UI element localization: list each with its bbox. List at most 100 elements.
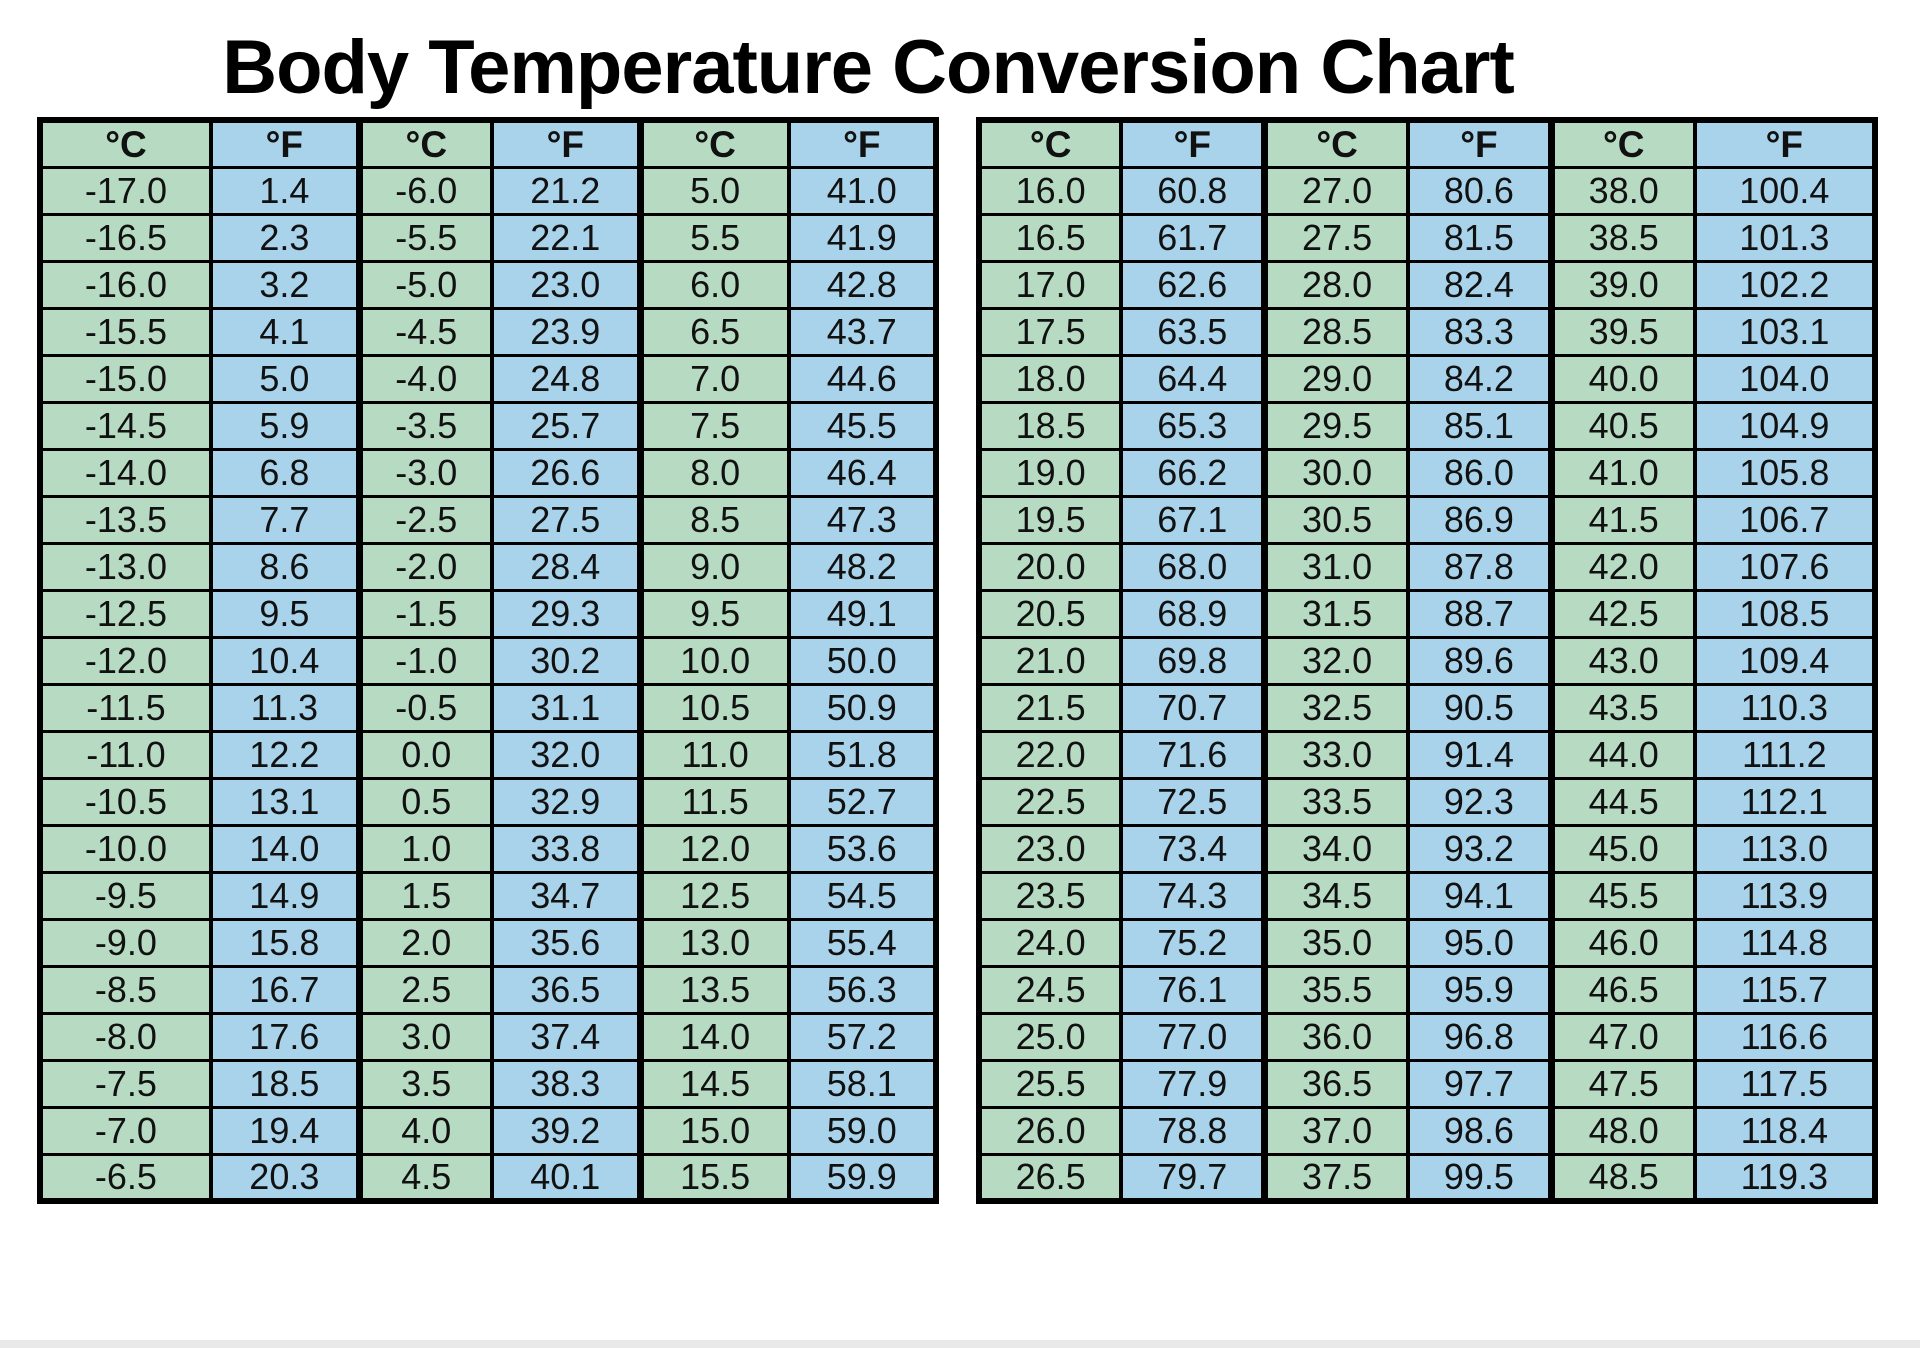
- celsius-value-cell: 36.5: [1261, 1058, 1411, 1109]
- fahrenheit-value-cell: 95.9: [1405, 964, 1554, 1015]
- celsius-value-cell: 19.5: [976, 494, 1124, 545]
- fahrenheit-value-cell: 32.9: [489, 776, 643, 827]
- celsius-value-cell: 30.5: [1261, 494, 1411, 545]
- fahrenheit-value-cell: 28.4: [489, 541, 643, 592]
- fahrenheit-value-cell: 61.7: [1119, 212, 1267, 263]
- fahrenheit-value-cell: 76.1: [1119, 964, 1267, 1015]
- fahrenheit-value-cell: 20.3: [208, 1152, 362, 1203]
- celsius-value-cell: -3.0: [355, 447, 494, 498]
- celsius-value-cell: 10.0: [636, 635, 791, 686]
- fahrenheit-value-cell: 60.8: [1119, 165, 1267, 216]
- fahrenheit-value-cell: 40.1: [489, 1152, 643, 1203]
- celsius-value-cell: 8.0: [636, 447, 791, 498]
- fahrenheit-value-cell: 16.7: [208, 964, 362, 1015]
- fahrenheit-value-cell: 112.1: [1692, 776, 1878, 827]
- table-row: 25.5 77.9 36.5 97.7 47.5 117.5: [976, 1058, 1878, 1109]
- fahrenheit-value-cell: 44.6: [786, 353, 939, 404]
- celsius-value-cell: -13.5: [38, 494, 213, 545]
- celsius-value-cell: 31.0: [1261, 541, 1411, 592]
- celsius-value-cell: 32.0: [1261, 635, 1411, 686]
- celsius-value-cell: 30.0: [1261, 447, 1411, 498]
- header-cell-fahrenheit: °F: [1119, 118, 1267, 169]
- fahrenheit-value-cell: 107.6: [1692, 541, 1878, 592]
- fahrenheit-value-cell: 50.9: [786, 682, 939, 733]
- fahrenheit-value-cell: 103.1: [1692, 306, 1878, 357]
- fahrenheit-value-cell: 18.5: [208, 1058, 362, 1109]
- table-row: -15.0 5.0 -4.0 24.8 7.0 44.6: [38, 353, 939, 404]
- fahrenheit-value-cell: 111.2: [1692, 729, 1878, 780]
- fahrenheit-value-cell: 62.6: [1119, 259, 1267, 310]
- celsius-value-cell: 13.0: [636, 917, 791, 968]
- celsius-value-cell: 37.5: [1261, 1152, 1411, 1203]
- fahrenheit-value-cell: 113.9: [1692, 870, 1878, 921]
- celsius-value-cell: 1.5: [355, 870, 494, 921]
- fahrenheit-value-cell: 88.7: [1405, 588, 1554, 639]
- celsius-value-cell: -14.5: [38, 400, 213, 451]
- celsius-value-cell: -11.5: [38, 682, 213, 733]
- table-row: 20.0 68.0 31.0 87.8 42.0 107.6: [976, 541, 1878, 592]
- celsius-value-cell: 4.5: [355, 1152, 494, 1203]
- table-row: -14.5 5.9 -3.5 25.7 7.5 45.5: [38, 400, 939, 451]
- celsius-value-cell: -4.5: [355, 306, 494, 357]
- fahrenheit-value-cell: 81.5: [1405, 212, 1554, 263]
- fahrenheit-value-cell: 70.7: [1119, 682, 1267, 733]
- celsius-value-cell: 48.5: [1547, 1152, 1697, 1203]
- celsius-value-cell: 22.5: [976, 776, 1124, 827]
- fahrenheit-value-cell: 68.0: [1119, 541, 1267, 592]
- fahrenheit-value-cell: 118.4: [1692, 1105, 1878, 1156]
- fahrenheit-value-cell: 10.4: [208, 635, 362, 686]
- fahrenheit-value-cell: 36.5: [489, 964, 643, 1015]
- table-row: 23.5 74.3 34.5 94.1 45.5 113.9: [976, 870, 1878, 921]
- header-cell-fahrenheit: °F: [1405, 118, 1554, 169]
- fahrenheit-value-cell: 117.5: [1692, 1058, 1878, 1109]
- fahrenheit-value-cell: 4.1: [208, 306, 362, 357]
- header-cell-celsius: °C: [1547, 118, 1697, 169]
- celsius-value-cell: 6.0: [636, 259, 791, 310]
- bottom-edge-strip: [0, 1340, 1920, 1348]
- fahrenheit-value-cell: 51.8: [786, 729, 939, 780]
- fahrenheit-value-cell: 99.5: [1405, 1152, 1554, 1203]
- fahrenheit-value-cell: 71.6: [1119, 729, 1267, 780]
- fahrenheit-value-cell: 46.4: [786, 447, 939, 498]
- table-row: -14.0 6.8 -3.0 26.6 8.0 46.4: [38, 447, 939, 498]
- celsius-value-cell: -5.5: [355, 212, 494, 263]
- table-row: -9.5 14.9 1.5 34.7 12.5 54.5: [38, 870, 939, 921]
- fahrenheit-value-cell: 77.9: [1119, 1058, 1267, 1109]
- celsius-value-cell: 28.5: [1261, 306, 1411, 357]
- fahrenheit-value-cell: 34.7: [489, 870, 643, 921]
- fahrenheit-value-cell: 91.4: [1405, 729, 1554, 780]
- celsius-value-cell: 18.0: [976, 353, 1124, 404]
- table-row: 23.0 73.4 34.0 93.2 45.0 113.0: [976, 823, 1878, 874]
- celsius-value-cell: 24.5: [976, 964, 1124, 1015]
- fahrenheit-value-cell: 83.3: [1405, 306, 1554, 357]
- fahrenheit-value-cell: 105.8: [1692, 447, 1878, 498]
- table-row: 21.5 70.7 32.5 90.5 43.5 110.3: [976, 682, 1878, 733]
- celsius-value-cell: 25.5: [976, 1058, 1124, 1109]
- celsius-value-cell: -16.0: [38, 259, 213, 310]
- celsius-value-cell: 27.5: [1261, 212, 1411, 263]
- celsius-value-cell: -13.0: [38, 541, 213, 592]
- table-row: 26.0 78.8 37.0 98.6 48.0 118.4: [976, 1105, 1878, 1156]
- fahrenheit-value-cell: 13.1: [208, 776, 362, 827]
- fahrenheit-value-cell: 78.8: [1119, 1105, 1267, 1156]
- celsius-value-cell: 33.5: [1261, 776, 1411, 827]
- fahrenheit-value-cell: 95.0: [1405, 917, 1554, 968]
- fahrenheit-value-cell: 8.6: [208, 541, 362, 592]
- fahrenheit-value-cell: 56.3: [786, 964, 939, 1015]
- fahrenheit-value-cell: 7.7: [208, 494, 362, 545]
- celsius-value-cell: 43.0: [1547, 635, 1697, 686]
- celsius-value-cell: -7.0: [38, 1105, 213, 1156]
- fahrenheit-value-cell: 80.6: [1405, 165, 1554, 216]
- fahrenheit-value-cell: 100.4: [1692, 165, 1878, 216]
- fahrenheit-value-cell: 66.2: [1119, 447, 1267, 498]
- celsius-value-cell: 12.0: [636, 823, 791, 874]
- celsius-value-cell: 38.5: [1547, 212, 1697, 263]
- celsius-value-cell: 5.0: [636, 165, 791, 216]
- fahrenheit-value-cell: 23.0: [489, 259, 643, 310]
- fahrenheit-value-cell: 106.7: [1692, 494, 1878, 545]
- celsius-value-cell: 23.5: [976, 870, 1124, 921]
- header-row: °C °F °C °F °C °F: [38, 118, 939, 169]
- celsius-value-cell: 9.0: [636, 541, 791, 592]
- fahrenheit-value-cell: 41.9: [786, 212, 939, 263]
- header-row: °C °F °C °F °C °F: [976, 118, 1878, 169]
